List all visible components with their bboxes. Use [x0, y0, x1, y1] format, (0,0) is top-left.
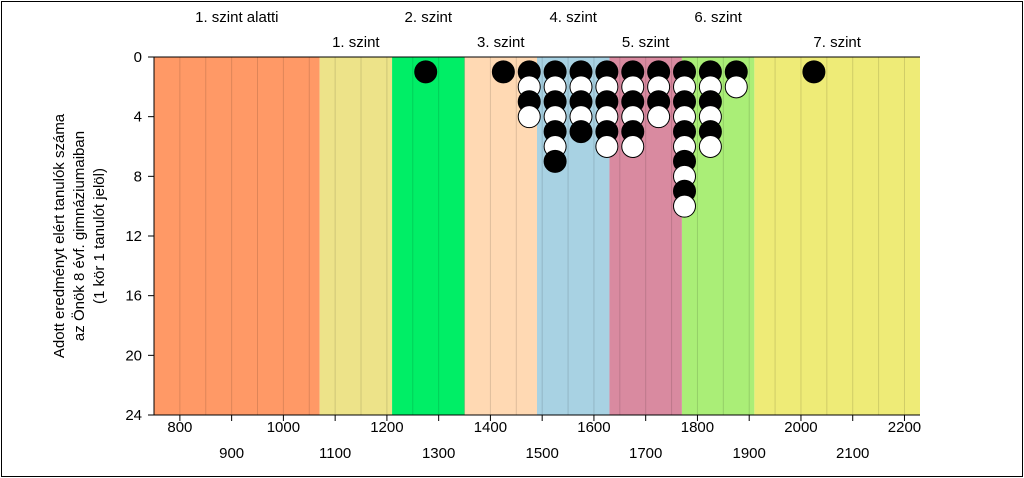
band-label-8: 7. szint: [813, 34, 861, 51]
x-tick-label: 1000: [267, 419, 300, 436]
x-tick-label: 1900: [733, 445, 766, 462]
y-axis-label-line-2: az Önök 8 évf. gimnáziumaiban: [70, 131, 88, 341]
student-marker: [414, 60, 438, 84]
band-label-2: 1. szint: [332, 34, 380, 51]
student-marker: [491, 60, 515, 84]
student-marker: [802, 60, 826, 84]
band-label-1: 1. szint alatti: [195, 9, 278, 26]
y-tick-label: 4: [134, 109, 142, 126]
y-axis-label-line-1: Adott eredményt elért tanulók száma: [51, 113, 68, 358]
x-tick-label: 1600: [577, 419, 610, 436]
y-tick-label: 12: [125, 228, 142, 245]
band-label-3: 2. szint: [405, 9, 453, 26]
student-marker: [673, 194, 697, 218]
x-tick-label: 1200: [370, 419, 403, 436]
student-marker: [698, 135, 722, 158]
student-marker: [724, 75, 748, 99]
band-1: [154, 57, 320, 415]
y-tick-label: 8: [134, 168, 142, 185]
student-marker: [647, 105, 671, 129]
x-tick-label: 1500: [525, 445, 558, 462]
student-marker: [569, 120, 593, 144]
band-label-4: 3. szint: [477, 34, 525, 51]
student-marker: [621, 135, 645, 158]
y-tick-label: 0: [134, 49, 142, 66]
x-tick-label: 2200: [888, 419, 921, 436]
x-tick-label: 1700: [629, 445, 662, 462]
student-marker: [595, 135, 619, 158]
x-tick-label: 800: [167, 419, 192, 436]
x-tick-label: 1100: [319, 445, 351, 462]
y-tick-label: 16: [125, 288, 142, 305]
band-2: [319, 57, 393, 415]
student-marker: [517, 105, 541, 129]
band-label-6: 5. szint: [622, 34, 670, 51]
band-label-5: 4. szint: [549, 9, 597, 26]
x-tick-label: 2100: [836, 445, 869, 462]
y-tick-label: 20: [125, 347, 142, 364]
band-3: [392, 57, 465, 415]
student-marker: [543, 149, 567, 173]
band-label-7: 6. szint: [694, 9, 742, 26]
x-tick-label: 1800: [681, 419, 714, 436]
x-tick-label: 900: [219, 445, 244, 462]
x-tick-label: 1400: [474, 419, 507, 436]
y-axis-label-line-3: (1 kör 1 tanulót jelöl): [91, 168, 108, 304]
y-tick-label: 24: [125, 407, 142, 424]
x-tick-label: 1300: [422, 445, 455, 462]
x-tick-label: 2000: [784, 419, 817, 436]
band-8: [754, 57, 920, 415]
